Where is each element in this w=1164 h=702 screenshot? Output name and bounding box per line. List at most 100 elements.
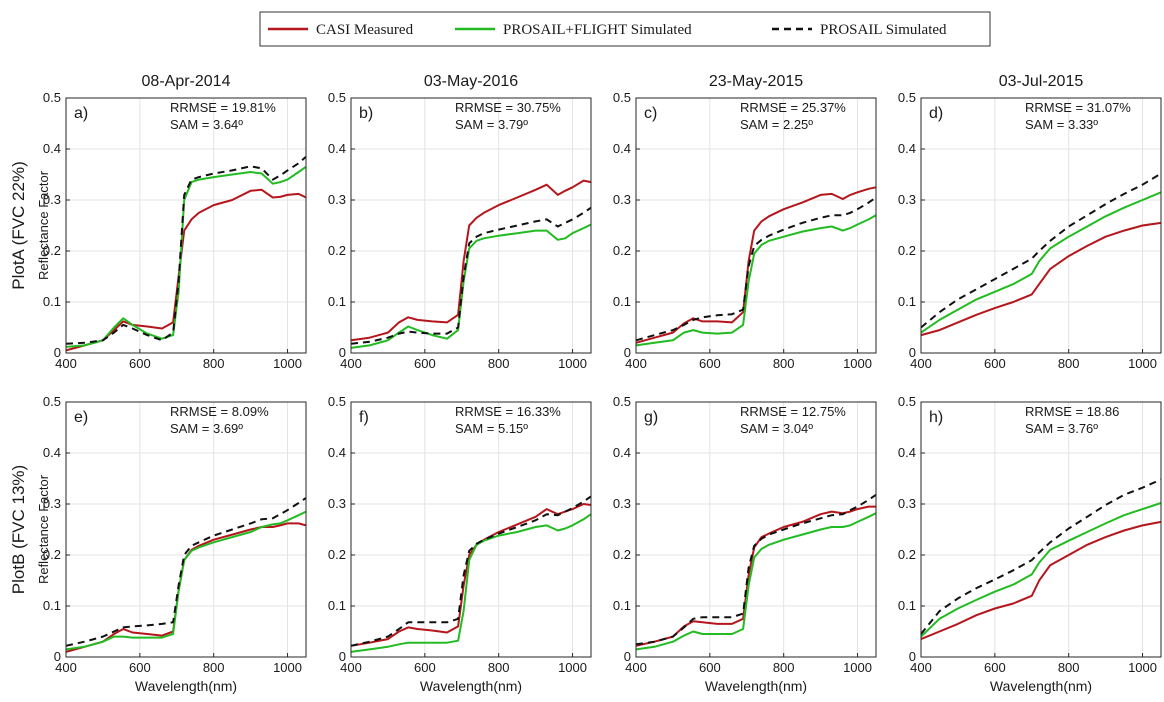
y-tick-label: 0.1 [43, 598, 61, 613]
legend-label-prosail: PROSAIL Simulated [820, 22, 947, 38]
x-tick-label: 1000 [843, 356, 872, 371]
x-tick-label: 1000 [558, 660, 587, 675]
series-line-flight [920, 502, 1162, 638]
axes-frame [350, 401, 592, 658]
y-tick-label: 0.3 [898, 496, 916, 511]
sam-label: SAM = 3.33º [1025, 117, 1098, 132]
x-tick-label: 400 [910, 356, 932, 371]
y-tick-label: 0.3 [328, 192, 346, 207]
x-tick-label: 400 [910, 660, 932, 675]
x-tick-label: 600 [129, 356, 151, 371]
y-tick-label: 0.1 [43, 294, 61, 309]
series-line-flight [635, 512, 877, 651]
axes-frame [920, 401, 1162, 658]
y-tick-label: 0 [54, 345, 61, 360]
x-axis-label: Wavelength(nm) [420, 678, 522, 694]
column-title: 23-May-2015 [709, 73, 803, 90]
series-line-prosail [65, 155, 307, 345]
rrmse-label: RRMSE = 25.37% [740, 100, 846, 115]
series-line-flight [920, 191, 1162, 334]
x-tick-label: 400 [340, 660, 362, 675]
x-tick-label: 600 [699, 660, 721, 675]
y-tick-label: 0.3 [43, 192, 61, 207]
series-line-prosail [65, 497, 307, 647]
panel-g: 400 600 800 1000 0 0.1 0.2 0.3 0.4 0.5 g) RRMSE = 1… [613, 394, 877, 694]
panel-e: 400 600 800 1000 0 0.1 0.2 0.3 0.4 0.5 e) RRMSE = 8… [36, 394, 307, 694]
x-tick-label: 1000 [1128, 660, 1157, 675]
panel-label: b) [359, 105, 373, 122]
x-tick-label: 600 [699, 356, 721, 371]
x-tick-label: 1000 [273, 660, 302, 675]
y-axis-label: Reflectance Factor [36, 170, 51, 280]
sam-label: SAM = 3.64º [170, 117, 243, 132]
x-tick-label: 1000 [273, 356, 302, 371]
row-title: PlotB (FVC 13%) [9, 465, 28, 594]
series-line-prosail [635, 493, 877, 646]
rrmse-label: RRMSE = 18.86 [1025, 404, 1119, 419]
column-title: 03-Jul-2015 [999, 73, 1084, 90]
sam-label: SAM = 3.04º [740, 421, 813, 436]
y-tick-label: 0.1 [613, 598, 631, 613]
rrmse-label: RRMSE = 8.09% [170, 404, 269, 419]
rrmse-label: RRMSE = 12.75% [740, 404, 846, 419]
y-tick-label: 0.2 [613, 243, 631, 258]
y-tick-label: 0.4 [43, 141, 61, 156]
panel-d: 400 600 800 1000 0 0.1 0.2 0.3 0.4 0.5 d) RRMSE = 3… [898, 90, 1162, 371]
y-tick-label: 0 [54, 649, 61, 664]
y-tick-label: 0 [909, 649, 916, 664]
legend-box [259, 11, 991, 47]
x-tick-label: 800 [773, 660, 795, 675]
x-tick-label: 800 [203, 660, 225, 675]
y-tick-label: 0.5 [43, 90, 61, 105]
y-tick-label: 0 [339, 345, 346, 360]
x-tick-label: 800 [1058, 356, 1080, 371]
series-line-flight [65, 510, 307, 651]
y-tick-label: 0.4 [898, 141, 916, 156]
y-tick-label: 0.1 [328, 598, 346, 613]
column-title: 08-Apr-2014 [142, 73, 231, 90]
y-tick-label: 0.1 [898, 598, 916, 613]
legend-label-flight: PROSAIL+FLIGHT Simulated [503, 22, 692, 38]
y-tick-label: 0.5 [898, 90, 916, 105]
x-tick-label: 600 [984, 660, 1006, 675]
x-tick-label: 800 [488, 660, 510, 675]
y-tick-label: 0.5 [613, 394, 631, 409]
y-tick-label: 0.5 [898, 394, 916, 409]
y-tick-label: 0.4 [898, 445, 916, 460]
y-tick-label: 0.3 [43, 496, 61, 511]
series-line-measured [65, 188, 307, 352]
series-line-measured [920, 520, 1162, 641]
rrmse-label: RRMSE = 31.07% [1025, 100, 1131, 115]
sam-label: SAM = 3.69º [170, 421, 243, 436]
y-tick-label: 0.3 [328, 496, 346, 511]
x-tick-label: 800 [203, 356, 225, 371]
series-line-prosail [350, 495, 592, 647]
panel-label: h) [929, 409, 943, 426]
sam-label: SAM = 2.25º [740, 117, 813, 132]
column-title: 03-May-2016 [424, 73, 518, 90]
x-tick-label: 600 [414, 660, 436, 675]
y-tick-label: 0.3 [898, 192, 916, 207]
y-tick-label: 0.4 [43, 445, 61, 460]
y-tick-label: 0.2 [328, 547, 346, 562]
series-line-prosail [350, 206, 592, 345]
sam-label: SAM = 3.79º [455, 117, 528, 132]
y-tick-label: 0.4 [613, 141, 631, 156]
y-tick-label: 0 [909, 345, 916, 360]
panel-c: 400 600 800 1000 0 0.1 0.2 0.3 0.4 0.5 c) RRMSE = 2… [613, 90, 877, 371]
sam-label: SAM = 3.76º [1025, 421, 1098, 436]
x-tick-label: 1000 [1128, 356, 1157, 371]
axes-frame [920, 97, 1162, 354]
x-tick-label: 400 [625, 660, 647, 675]
x-tick-label: 600 [129, 660, 151, 675]
axes-frame [65, 97, 307, 354]
y-tick-label: 0.5 [613, 90, 631, 105]
series-line-measured [635, 505, 876, 647]
x-tick-label: 1000 [558, 356, 587, 371]
x-tick-label: 800 [773, 356, 795, 371]
y-tick-label: 0.3 [613, 192, 631, 207]
x-axis-label: Wavelength(nm) [135, 678, 237, 694]
x-tick-label: 400 [340, 356, 362, 371]
y-tick-label: 0.1 [613, 294, 631, 309]
